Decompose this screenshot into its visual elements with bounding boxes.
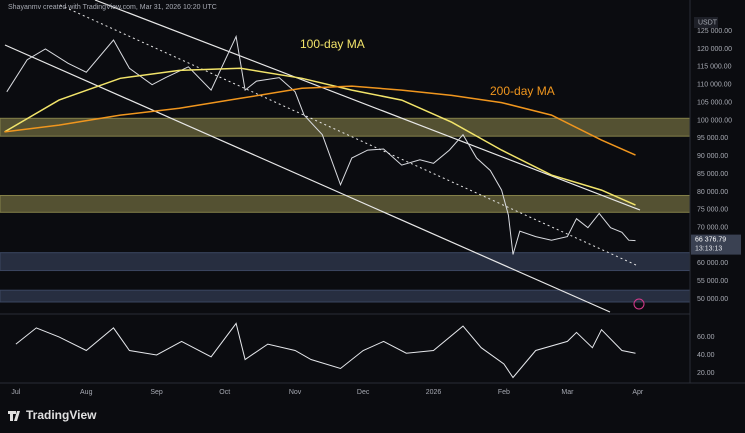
y-tick-label: 110 000.00 — [697, 82, 732, 89]
y-tick-label: 60 000.00 — [697, 260, 728, 267]
logo-mark — [8, 411, 20, 421]
series-line — [15, 322, 636, 379]
x-tick-label: Feb — [498, 389, 510, 396]
y-tick-label: 80 000.00 — [697, 189, 728, 196]
currency-box — [694, 17, 718, 28]
y-tick-label: 105 000.00 — [697, 99, 732, 106]
y-tick-label: 95 000.00 — [697, 135, 728, 142]
last-price-label: 66 376.79 — [695, 236, 726, 243]
ma100-label: 100-day MA — [300, 37, 365, 51]
x-tick-label: Sep — [150, 389, 163, 396]
series-line — [6, 34, 636, 255]
zone — [0, 194, 691, 213]
x-tick-label: Oct — [219, 389, 230, 396]
channel-lower — [4, 44, 611, 313]
zone — [0, 252, 691, 272]
channel-mid — [59, 4, 637, 266]
y-tick-label: 125 000.00 — [697, 28, 732, 35]
trend-lines — [4, 0, 641, 313]
logo-text: TradingView — [26, 408, 97, 422]
x-tick-label: Aug — [80, 389, 93, 396]
x-tick-label: 2026 — [426, 389, 442, 396]
y-tick-label: 85 000.00 — [697, 171, 728, 178]
header: Shayanmv created with TradingView.com, M… — [8, 4, 217, 11]
currency: USDT — [698, 19, 718, 26]
series-line — [4, 85, 636, 156]
zone — [0, 117, 691, 137]
y-tick-label: 20.00 — [697, 370, 715, 377]
y-tick-label: 40.00 — [697, 352, 715, 359]
series-line — [4, 67, 636, 206]
y-tick-label: 75 000.00 — [697, 207, 728, 214]
y-tick-label: 120 000.00 — [697, 46, 732, 53]
channel-upper — [94, 0, 641, 211]
y-tick-label: 60.00 — [697, 334, 715, 341]
y-tick-label: 55 000.00 — [697, 278, 728, 285]
x-tick-label: Dec — [357, 389, 370, 396]
last-price-timer: 13:13:13 — [695, 245, 722, 252]
y-tick-label: 90 000.00 — [697, 153, 728, 160]
alert-icon — [633, 298, 645, 310]
ma200-label: 200-day MA — [490, 84, 555, 98]
x-tick-label: Nov — [289, 389, 302, 396]
y-tick-label: 100 000.00 — [697, 117, 732, 124]
x-tick-label: Apr — [632, 389, 644, 396]
last-price-box — [691, 234, 741, 255]
x-tick-label: Jul — [11, 389, 20, 396]
y-tick-label: 50 000.00 — [697, 296, 728, 303]
logo: TradingView — [8, 408, 97, 422]
zone — [0, 289, 691, 303]
y-tick-label: 70 000.00 — [697, 225, 728, 232]
x-tick-label: Mar — [561, 389, 574, 396]
y-tick-label: 115 000.00 — [697, 64, 732, 71]
